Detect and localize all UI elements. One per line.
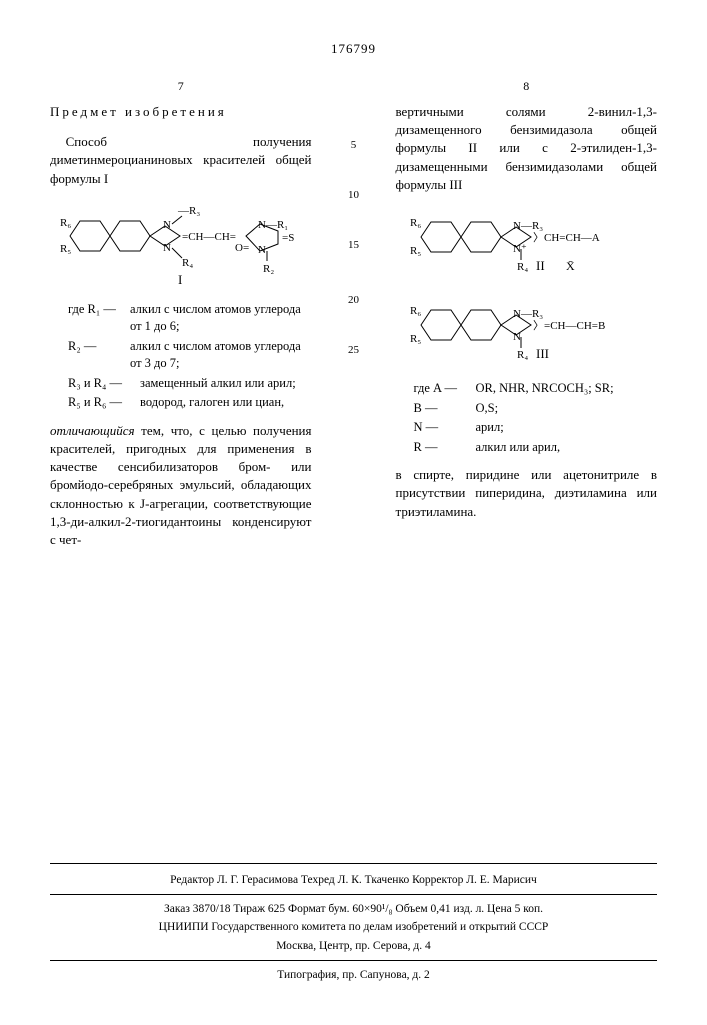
svg-text:R₆: R₆ bbox=[410, 217, 421, 229]
footer-line-1: Заказ 3870/18 Тираж 625 Формат бум. 60×9… bbox=[50, 901, 657, 917]
svg-text:〉CH=CH—A: 〉CH=CH—A bbox=[533, 231, 600, 244]
formula-III: N—R₃ N R₆ R₅ R₄ 〉=CH—CH=B III bbox=[406, 290, 658, 370]
def-A-label: где A — bbox=[414, 380, 476, 398]
formula-II-label: II bbox=[536, 258, 545, 273]
def-B-text: O,S; bbox=[476, 400, 658, 418]
formula-III-label: III bbox=[536, 346, 549, 361]
svg-text:R₄: R₄ bbox=[517, 261, 528, 273]
distinguishing-word: отличающийся bbox=[50, 423, 135, 438]
svg-text:R₂: R₂ bbox=[263, 263, 274, 275]
footer: Редактор Л. Г. Герасимова Техред Л. К. Т… bbox=[50, 872, 657, 982]
svg-text:=S: =S bbox=[282, 232, 294, 244]
svg-text:R₆: R₆ bbox=[60, 217, 71, 229]
right-column: 8 вертичными солями 2-винил-1,3-дизамеще… bbox=[396, 78, 658, 553]
svg-text:R₅: R₅ bbox=[410, 245, 421, 257]
defs-right: где A — OR, NHR, NRCOCH₃; SR; B — O,S; N… bbox=[414, 380, 658, 456]
svg-text:N—R₁: N—R₁ bbox=[258, 219, 288, 231]
two-column-layout: 7 Предмет изобретения Способ получения д… bbox=[50, 78, 657, 553]
svg-text:O=: O= bbox=[235, 242, 249, 254]
svg-text:N—R₃: N—R₃ bbox=[513, 308, 543, 320]
svg-text:N: N bbox=[258, 244, 266, 256]
def-intro: где R₁ — bbox=[68, 301, 130, 336]
svg-text:R₅: R₅ bbox=[410, 333, 421, 345]
right-para-2: в спирте, пиридине или ацетонитриле в пр… bbox=[396, 466, 658, 521]
left-column: 7 Предмет изобретения Способ получения д… bbox=[50, 78, 312, 553]
line-num: 5 bbox=[342, 138, 366, 153]
def-r2-label: R₂ — bbox=[68, 338, 130, 373]
svg-text:R₆: R₆ bbox=[410, 305, 421, 317]
formula-I: N N R₆ R₅ —R₃ R₄ =CH—CH= N—R₁ N O bbox=[60, 196, 312, 291]
footer-rule-1 bbox=[50, 863, 657, 864]
def-R-text: алкил или арил, bbox=[476, 439, 658, 457]
line-num: 20 bbox=[342, 293, 366, 308]
def-A-text: OR, NHR, NRCOCH₃; SR; bbox=[476, 380, 658, 398]
def-B-label: B — bbox=[414, 400, 476, 418]
svg-text:R₅: R₅ bbox=[60, 243, 71, 255]
footer-credits: Редактор Л. Г. Герасимова Техред Л. К. Т… bbox=[50, 872, 657, 888]
def-R-label: R — bbox=[414, 439, 476, 457]
line-number-gutter: 5 10 15 20 25 bbox=[342, 78, 366, 553]
svg-text:X̄: X̄ bbox=[566, 259, 575, 273]
svg-text:—R₃: —R₃ bbox=[177, 205, 200, 217]
def-N-text: арил; bbox=[476, 419, 658, 437]
svg-text:R₄: R₄ bbox=[182, 257, 193, 269]
def-r3r4-text: замещенный алкил или арил; bbox=[140, 375, 312, 393]
def-r1-text: алкил с числом атомов углерода от 1 до 6… bbox=[130, 301, 312, 336]
def-r3r4-label: R₃ и R₄ — bbox=[68, 375, 140, 393]
footer-rule-3 bbox=[50, 960, 657, 961]
line-num: 10 bbox=[342, 188, 366, 203]
svg-text:N: N bbox=[163, 219, 171, 231]
left-para-2: отличающийся тем, что, с целью получения… bbox=[50, 422, 312, 549]
section-title: Предмет изобретения bbox=[50, 103, 312, 121]
formula-II: N—R₃ N⁺ R₆ R₅ R₄ 〉CH=CH—A X̄ II bbox=[406, 202, 658, 282]
left-column-number: 7 bbox=[50, 78, 312, 95]
line-num: 15 bbox=[342, 238, 366, 253]
def-r5r6-text: водород, галоген или циан, bbox=[140, 394, 312, 412]
line-num: 25 bbox=[342, 343, 366, 358]
defs-left: где R₁ — алкил с числом атомов углерода … bbox=[68, 301, 312, 412]
svg-text:N: N bbox=[513, 331, 521, 343]
footer-rule-2 bbox=[50, 894, 657, 895]
footer-line-4: Типография, пр. Сапунова, д. 2 bbox=[50, 967, 657, 983]
def-N-label: N — bbox=[414, 419, 476, 437]
formula-I-label: I bbox=[178, 272, 182, 286]
svg-text:R₄: R₄ bbox=[517, 349, 528, 361]
footer-line-3: Москва, Центр, пр. Серова, д. 4 bbox=[50, 938, 657, 954]
svg-text:N⁺: N⁺ bbox=[513, 243, 527, 255]
document-number: 176799 bbox=[50, 40, 657, 58]
footer-line-2: ЦНИИПИ Государственного комитета по дела… bbox=[50, 919, 657, 935]
svg-text:N: N bbox=[163, 242, 171, 254]
right-column-number: 8 bbox=[396, 78, 658, 95]
left-para-1: Способ получения диметинмероцианиновых к… bbox=[50, 133, 312, 188]
def-r5r6-label: R₅ и R₆ — bbox=[68, 394, 140, 412]
svg-text:=CH—CH=: =CH—CH= bbox=[182, 231, 236, 243]
svg-text:〉=CH—CH=B: 〉=CH—CH=B bbox=[533, 319, 605, 332]
svg-text:N—R₃: N—R₃ bbox=[513, 220, 543, 232]
def-r2-text: алкил с числом атомов углерода от 3 до 7… bbox=[130, 338, 312, 373]
right-para-1: вертичными солями 2-винил-1,3-дизамещенн… bbox=[396, 103, 658, 194]
